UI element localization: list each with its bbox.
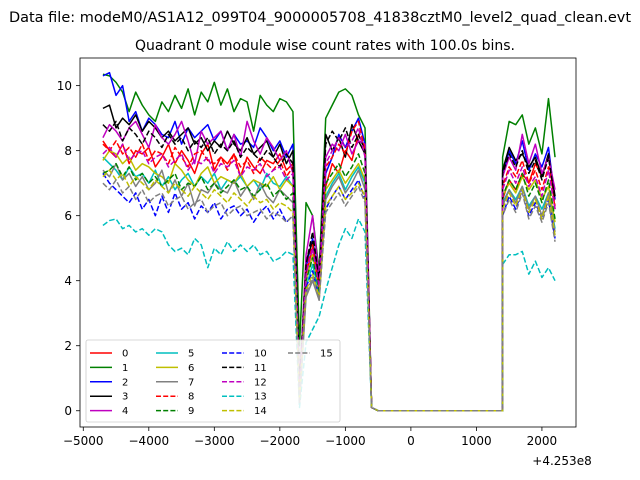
x-offset-label: +4.253e8	[532, 454, 591, 468]
legend-label-2: 2	[122, 377, 128, 388]
series-line-15	[102, 179, 556, 412]
legend-label-9: 9	[188, 406, 194, 417]
x-axis: −5000 −4000 −3000 −2000 −1000 0 1000 2000	[63, 427, 557, 448]
y-tick-label: 0	[64, 404, 72, 418]
series-line-12	[102, 127, 556, 412]
legend-label-10: 10	[254, 349, 267, 360]
legend-label-7: 7	[188, 377, 194, 388]
legend-label-4: 4	[122, 406, 128, 417]
series-line-8	[102, 120, 556, 412]
y-tick-label: 2	[64, 339, 72, 353]
legend-label-11: 11	[254, 363, 267, 374]
y-tick-label: 4	[64, 274, 72, 288]
legend-label-12: 12	[254, 377, 267, 388]
x-tick-label: −3000	[194, 434, 235, 448]
legend-label-5: 5	[188, 349, 194, 360]
legend-label-3: 3	[122, 392, 128, 403]
y-tick-label: 8	[64, 144, 72, 158]
legend-label-15: 15	[320, 349, 333, 360]
series-line-9	[102, 153, 556, 412]
legend-label-6: 6	[188, 363, 194, 374]
x-tick-label: −2000	[260, 434, 301, 448]
legend-label-1: 1	[122, 363, 128, 374]
series-layer	[102, 71, 556, 412]
x-tick-label: 2000	[527, 434, 558, 448]
legend-label-14: 14	[254, 406, 267, 417]
y-axis: 0 2 4 6 8 10	[57, 79, 80, 418]
legend-label-8: 8	[188, 392, 194, 403]
x-tick-label: 0	[407, 434, 415, 448]
legend-label-13: 13	[254, 392, 267, 403]
plot-frame	[79, 57, 577, 428]
chart-title: Quadrant 0 module wise count rates with …	[135, 38, 515, 54]
legend-label-0: 0	[122, 349, 128, 360]
y-tick-label: 10	[57, 79, 72, 93]
x-tick-label: −5000	[63, 434, 104, 448]
x-tick-label: −1000	[325, 434, 366, 448]
x-tick-label: −4000	[129, 434, 170, 448]
y-tick-label: 6	[64, 209, 72, 223]
x-tick-label: 1000	[461, 434, 492, 448]
figure-suptitle: Data file: modeM0/AS1A12_099T04_90000057…	[9, 10, 631, 26]
legend-frame	[85, 339, 341, 423]
